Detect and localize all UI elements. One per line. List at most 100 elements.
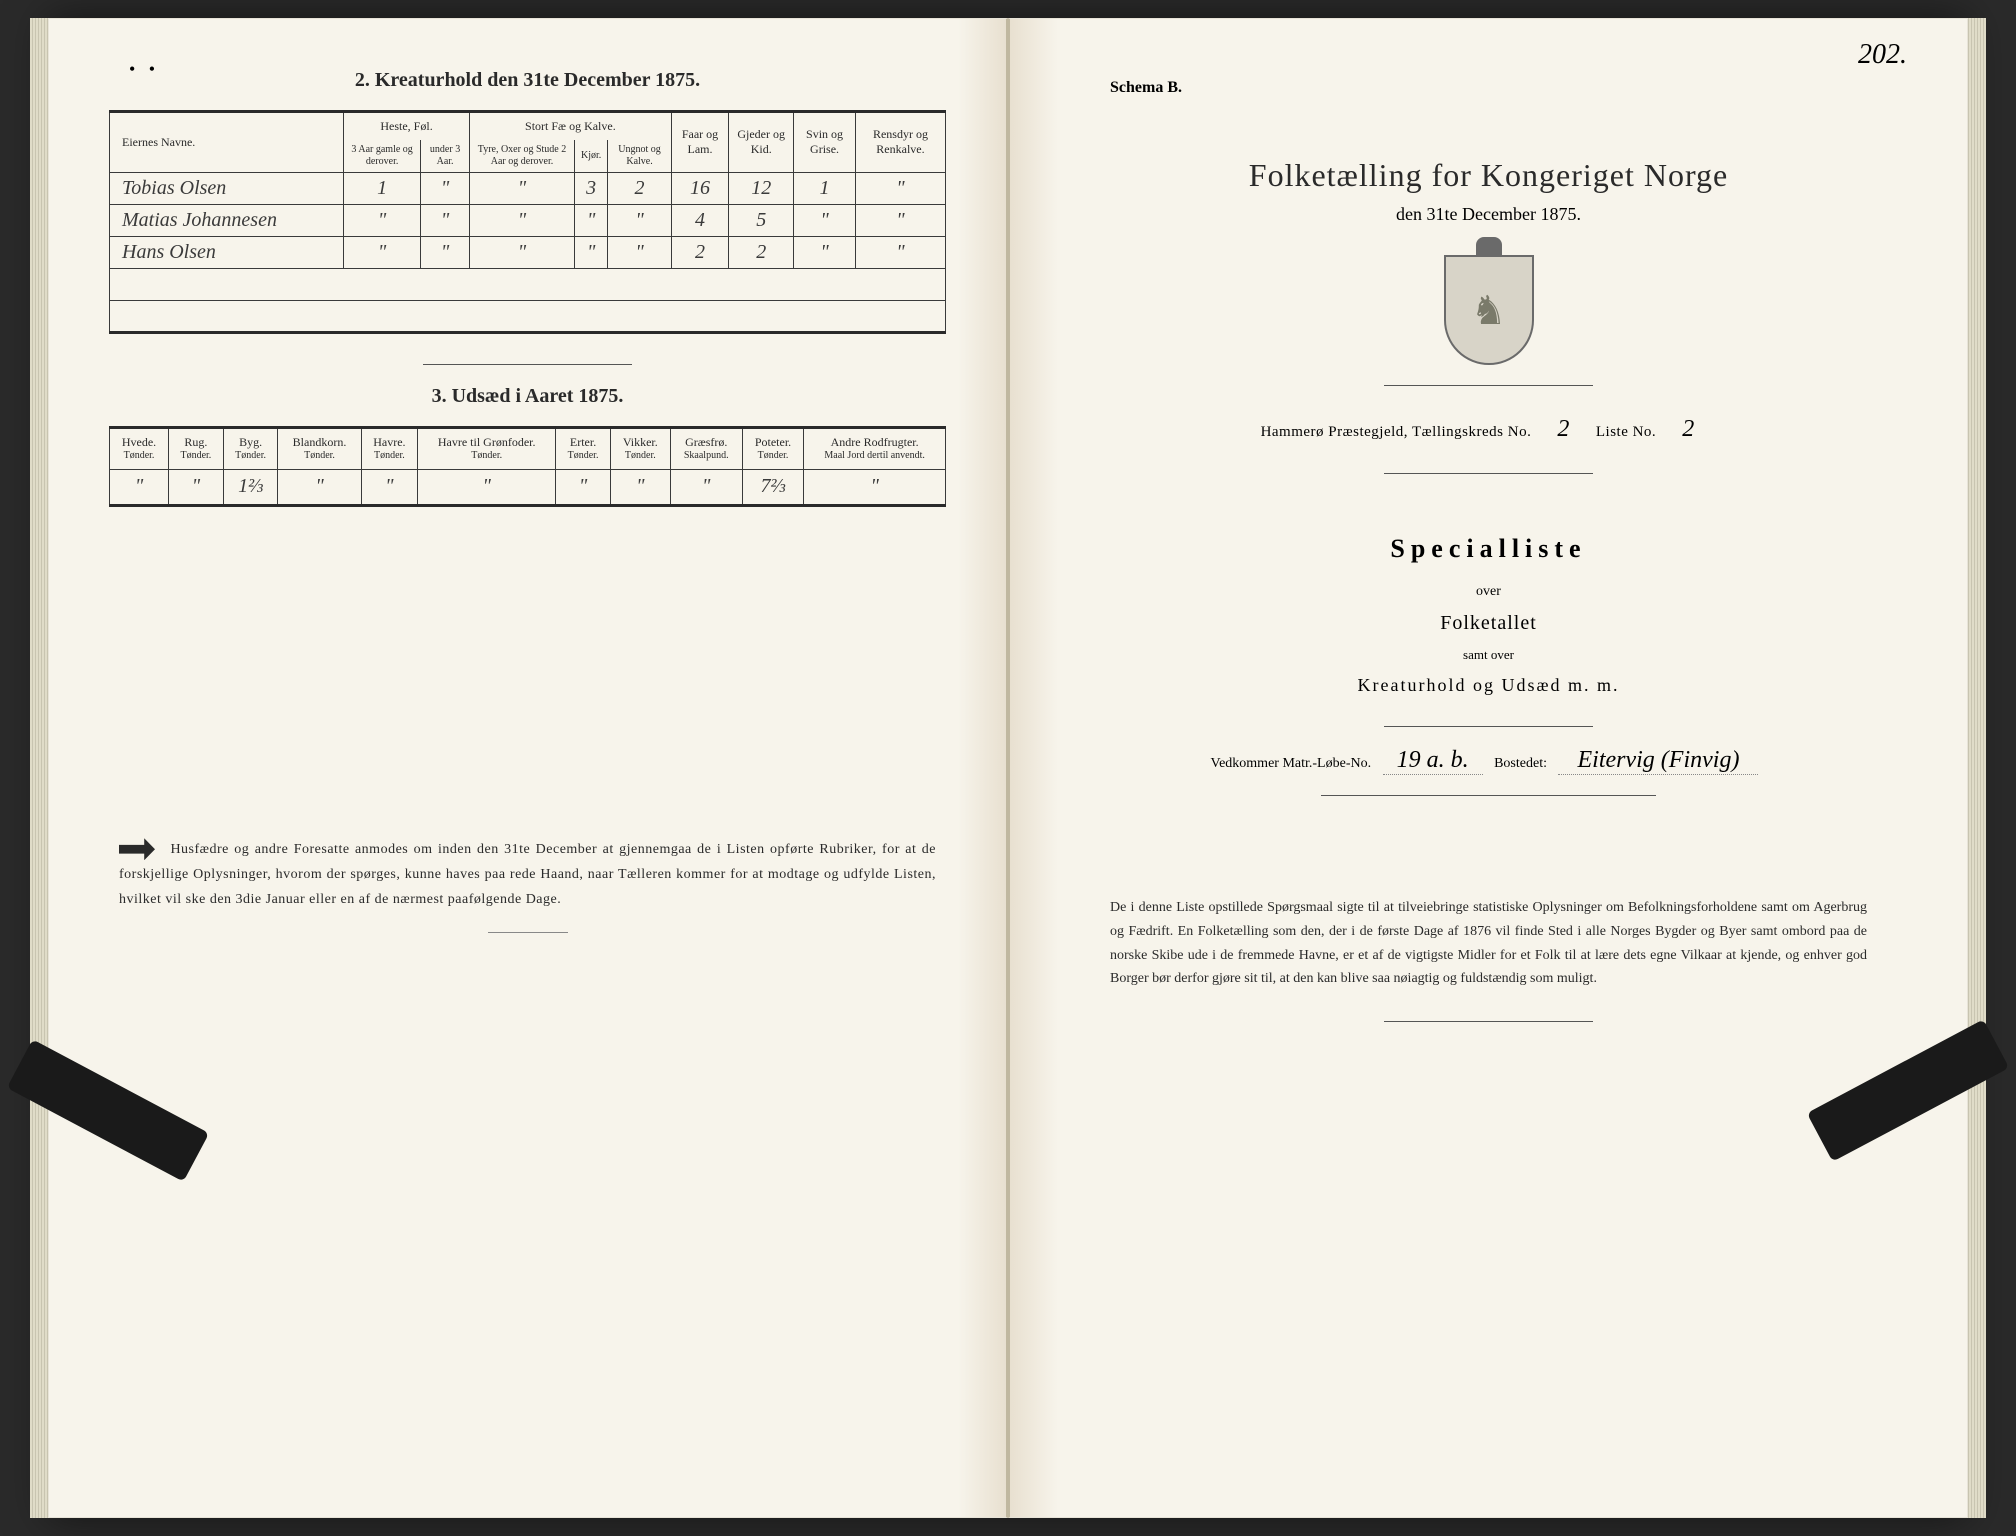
empty-row [110,300,946,332]
table-cell: " [556,469,611,505]
divider [1384,1021,1593,1022]
table-header: Hvede.Tønder. [110,427,169,469]
table-row: Hans Olsen"""""22"" [110,236,946,268]
coat-of-arms: ♞ [1444,255,1534,365]
vedkommer-label2: Bostedet: [1494,756,1547,771]
table-row: Matias Johannesen"""""45"" [110,204,946,236]
left-page: • • 2. Kreaturhold den 31te December 187… [48,18,1008,1518]
table-cell: 1 [794,172,856,204]
over-text: over [1070,584,1907,600]
table-header: Poteter.Tønder. [742,427,804,469]
table-cell: 2 [729,236,794,268]
th-svin: Svin og Grise. [794,112,856,173]
kreds-no: 2 [1544,416,1584,443]
bostedet: Eitervig (Finvig) [1558,747,1758,775]
table-cell: " [169,469,224,505]
page-edges-left [30,18,48,1518]
table-cell: " [278,469,361,505]
table-cell: " [421,204,470,236]
section3-title: 3. Udsæd i Aaret 1875. [109,385,946,408]
schema-label: Schema B. [1110,79,1907,97]
th-name: Eiernes Navne. [110,112,344,173]
divider [1384,726,1593,727]
left-footer: Husfædre og andre Foresatte anmodes om i… [109,837,946,913]
census-info: Hammerø Præstegjeld, Tællingskreds No. 2… [1070,416,1907,443]
table-cell: " [344,204,421,236]
footer-text: Husfædre og andre Foresatte anmodes om i… [119,842,936,907]
table-cell: 2 [671,236,728,268]
table-header: Havre til Grønfoder.Tønder. [418,427,556,469]
table-cell: 12 [729,172,794,204]
table-cell: Matias Johannesen [110,204,344,236]
vedkommer-label1: Vedkommer Matr.-Løbe-No. [1211,756,1372,771]
table-cell: 4 [671,204,728,236]
th-heste: Heste, Føl. [344,112,470,140]
th-stort3: Ungnot og Kalve. [608,140,671,173]
table-cell: " [608,236,671,268]
table-cell: 1 [344,172,421,204]
section2-title: 2. Kreaturhold den 31te December 1875. [109,69,946,92]
table-header: Græsfrø.Skaalpund. [670,427,742,469]
table-cell: " [855,204,945,236]
special-title: Specialliste [1070,534,1907,564]
table-cell: " [110,469,169,505]
th-heste2: under 3 Aar. [421,140,470,173]
table-cell: " [855,236,945,268]
th-stort: Stort Fæ og Kalve. [469,112,671,140]
table-header: Rug.Tønder. [169,427,224,469]
matr-no: 19 a. b. [1383,747,1483,775]
table-cell: " [794,204,856,236]
lion-icon: ♞ [1471,287,1507,334]
th-stort2: Kjør. [575,140,608,173]
table-cell: 7⅔ [742,469,804,505]
th-rensdyr: Rensdyr og Renkalve. [855,112,945,173]
th-heste1: 3 Aar gamle og derover. [344,140,421,173]
empty-row [110,268,946,300]
livestock-table: Eiernes Navne. Heste, Føl. Stort Fæ og K… [109,110,946,334]
sowing-table: Hvede.Tønder.Rug.Tønder.Byg.Tønder.Bland… [109,426,946,507]
divider [1321,795,1656,796]
table-cell: " [608,204,671,236]
table-cell: " [469,236,574,268]
right-page: Schema B. 202. Folketælling for Kongerig… [1008,18,1968,1518]
table-cell: " [610,469,670,505]
book-spread: • • 2. Kreaturhold den 31te December 187… [48,18,1968,1518]
table-cell: 3 [575,172,608,204]
vedkommer-line: Vedkommer Matr.-Løbe-No. 19 a. b. Bosted… [1070,747,1907,775]
table-cell: " [804,469,946,505]
table-cell: " [469,204,574,236]
table-row: Tobias Olsen1""3216121" [110,172,946,204]
liste-no: 2 [1668,416,1708,443]
table-header: Byg.Tønder. [223,427,278,469]
pointer-icon [119,838,155,860]
table-cell: " [575,236,608,268]
th-faar: Faar og Lam. [671,112,728,173]
table-cell: 16 [671,172,728,204]
table-cell: Tobias Olsen [110,172,344,204]
table-cell: " [794,236,856,268]
th-gjeder: Gjeder og Kid. [729,112,794,173]
table-cell: 1⅔ [223,469,278,505]
main-title: Folketælling for Kongeriget Norge [1070,157,1907,194]
table-cell: " [670,469,742,505]
th-stort1: Tyre, Oxer og Stude 2 Aar og derover. [469,140,574,173]
dot-mark: • • [129,59,155,80]
kreatur-text: Kreaturhold og Udsæd m. m. [1070,675,1907,696]
table-cell: " [855,172,945,204]
samt-text: samt over [1070,647,1907,663]
census-prefix: Hammerø Præstegjeld, Tællingskreds No. [1261,424,1532,440]
table-cell: 5 [729,204,794,236]
table-cell: " [575,204,608,236]
table-header: Andre Rodfrugter.Maal Jord dertil anvend… [804,427,946,469]
divider [1384,385,1593,386]
table-cell: " [421,236,470,268]
table-cell: " [421,172,470,204]
subtitle: den 31te December 1875. [1070,204,1907,225]
table-header: Havre.Tønder. [361,427,418,469]
table-cell: " [418,469,556,505]
folketallet: Folketallet [1070,612,1907,635]
table-header: Vikker.Tønder. [610,427,670,469]
page-edges-right [1968,18,1986,1518]
table-cell: 2 [608,172,671,204]
table-header: Blandkorn.Tønder. [278,427,361,469]
